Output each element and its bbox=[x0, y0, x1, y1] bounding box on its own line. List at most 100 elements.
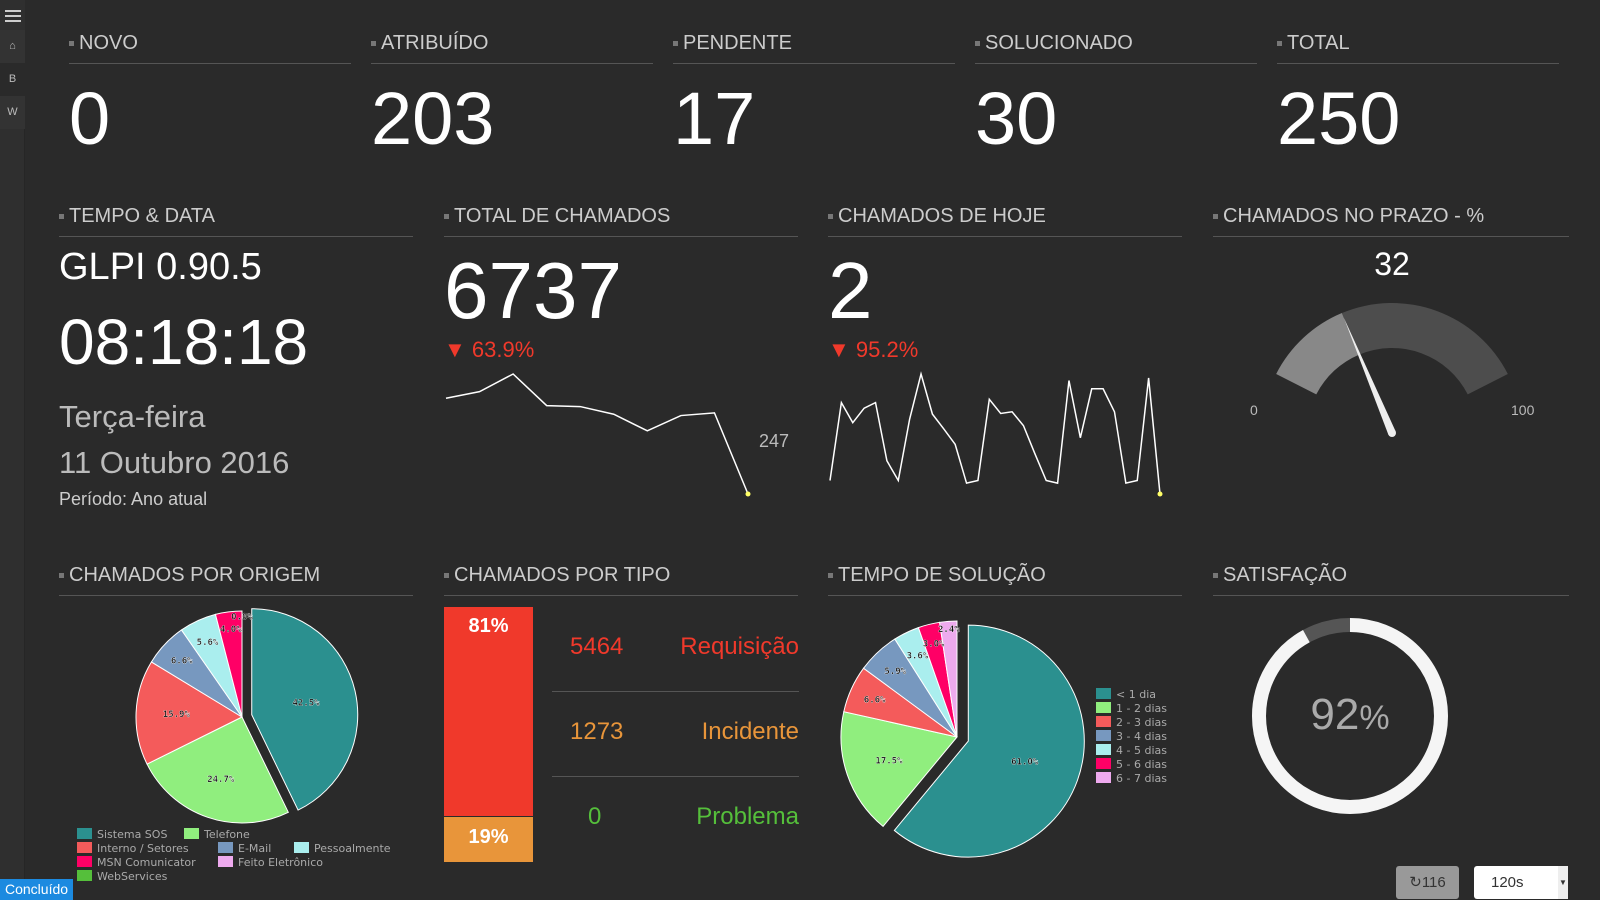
hoje-value: 2 bbox=[828, 246, 873, 335]
solucao-label: 3.0% bbox=[923, 639, 945, 649]
origem-label: 5.6% bbox=[197, 638, 219, 648]
origem-label: 4.0% bbox=[220, 625, 242, 635]
solucao-legend-item[interactable]: 3 - 4 dias bbox=[1096, 730, 1167, 743]
satisfacao-title: SATISFAÇÃO bbox=[1213, 564, 1569, 596]
solucao-label: 2.4% bbox=[938, 625, 960, 635]
origem-slice[interactable] bbox=[146, 716, 290, 824]
pendente-value: 17 bbox=[673, 77, 756, 160]
origem-legend-item[interactable]: Feito Eletrônico bbox=[218, 856, 323, 869]
solucao-legend-item[interactable]: 2 - 3 dias bbox=[1096, 716, 1167, 729]
solucao-label: 61.0% bbox=[1011, 757, 1039, 767]
hoje-change: ▼ 95.2% bbox=[828, 337, 919, 362]
refresh-button[interactable]: ↻116 bbox=[1396, 866, 1459, 899]
total-sparkline-last-point bbox=[745, 491, 751, 497]
prazo-gauge bbox=[1276, 303, 1508, 437]
origem-legend-item[interactable]: MSN Comunicator bbox=[77, 856, 196, 869]
solucao-label: 3.6% bbox=[907, 652, 929, 662]
origem-legend-item[interactable]: Telefone bbox=[184, 828, 250, 841]
solucao-slice[interactable] bbox=[893, 624, 1085, 858]
total-title: TOTAL bbox=[1277, 32, 1559, 64]
sparkline-label: 247 bbox=[759, 431, 790, 451]
home-icon[interactable]: ⌂ bbox=[0, 30, 25, 63]
legend-swatch bbox=[1096, 716, 1111, 727]
prazo-value: 32 bbox=[1374, 246, 1410, 282]
origem-slice[interactable] bbox=[251, 608, 359, 811]
legend-swatch bbox=[1096, 758, 1111, 769]
date: 11 Outubro 2016 bbox=[59, 445, 290, 480]
origem-legend-item[interactable]: Sistema SOS bbox=[77, 828, 167, 841]
origem-legend-item[interactable]: WebServices bbox=[77, 870, 167, 883]
legend-swatch bbox=[218, 856, 233, 867]
solucao-label: 17.5% bbox=[875, 756, 903, 766]
solucao-legend-item[interactable]: 5 - 6 dias bbox=[1096, 758, 1167, 771]
requisicao-bar: 81% bbox=[444, 607, 533, 816]
gauge-needle bbox=[1343, 317, 1396, 435]
atribuido-value: 203 bbox=[371, 77, 495, 160]
legend-swatch bbox=[77, 828, 92, 839]
gauge-fill bbox=[1276, 313, 1360, 395]
origem-slice[interactable] bbox=[214, 610, 243, 718]
arrow-down-icon: ▼ bbox=[444, 337, 466, 362]
legend-swatch bbox=[1096, 730, 1111, 741]
solucao-pie: 61.0% 17.5% 6.6% 5.9%3.6% 3.0% 2.4% bbox=[840, 620, 1085, 858]
legend-swatch bbox=[1096, 688, 1111, 699]
total-sparkline-line bbox=[445, 373, 749, 495]
satisfacao-donut bbox=[1252, 618, 1448, 814]
solucao-legend-item[interactable]: < 1 dia bbox=[1096, 688, 1156, 701]
legend-swatch bbox=[294, 842, 309, 853]
origem-label: 0.0% bbox=[231, 612, 253, 622]
origem-slice[interactable] bbox=[135, 661, 244, 765]
origem-label: 6.6% bbox=[171, 656, 193, 666]
solucao-legend-item[interactable]: 6 - 7 dias bbox=[1096, 772, 1167, 785]
solucao-slice[interactable] bbox=[840, 711, 958, 828]
origem-label: 24.7% bbox=[207, 775, 235, 785]
hoje-sparkline bbox=[829, 371, 1163, 497]
solucionado-title: SOLUCIONADO bbox=[975, 32, 1257, 64]
gauge-pivot bbox=[1388, 429, 1396, 437]
menu-icon[interactable] bbox=[0, 0, 25, 33]
solucao-legend-item[interactable]: 1 - 2 dias bbox=[1096, 702, 1167, 715]
gauge-max: 100 bbox=[1511, 402, 1535, 418]
legend-swatch bbox=[1096, 772, 1111, 783]
satisfacao-value: 92% bbox=[1310, 690, 1390, 739]
hoje-sparkline-line bbox=[829, 371, 1161, 495]
novo-value: 0 bbox=[69, 77, 111, 160]
interval-select[interactable]: 120s ▼ bbox=[1474, 866, 1568, 899]
gauge-track bbox=[1341, 303, 1508, 395]
origem-label: 42.5% bbox=[292, 698, 320, 708]
sidebar-item-w[interactable]: W bbox=[0, 96, 25, 129]
total-chamados-change: ▼ 63.9% bbox=[444, 337, 535, 362]
tipo-row-requisicao: 5464 Requisição bbox=[552, 607, 799, 692]
solucao-slice[interactable] bbox=[939, 620, 958, 738]
atribuido-title: ATRIBUÍDO bbox=[371, 32, 653, 64]
prazo-title: CHAMADOS NO PRAZO - % bbox=[1213, 205, 1569, 237]
pendente-title: PENDENTE bbox=[673, 32, 955, 64]
tipo-title: CHAMADOS POR TIPO bbox=[444, 564, 798, 596]
total-chamados-title: TOTAL DE CHAMADOS bbox=[444, 205, 798, 237]
origem-legend-item[interactable]: E-Mail bbox=[218, 842, 271, 855]
legend-swatch bbox=[1096, 744, 1111, 755]
total-value: 250 bbox=[1277, 77, 1401, 160]
solucao-label: 6.6% bbox=[864, 696, 886, 706]
solucionado-value: 30 bbox=[975, 77, 1058, 160]
legend-swatch bbox=[77, 870, 92, 881]
incidente-bar: 19% bbox=[444, 816, 533, 862]
legend-swatch bbox=[1096, 702, 1111, 713]
total-chamados-value: 6737 bbox=[444, 246, 622, 335]
hoje-sparkline-last-point bbox=[1157, 491, 1163, 497]
origem-label: 15.9% bbox=[163, 710, 191, 720]
solucao-legend-item[interactable]: 4 - 5 dias bbox=[1096, 744, 1167, 757]
origem-legend-item[interactable]: Interno / Setores bbox=[77, 842, 189, 855]
hoje-title: CHAMADOS DE HOJE bbox=[828, 205, 1182, 237]
tipo-row-incidente: 1273 Incidente bbox=[552, 692, 799, 777]
glpi-version: GLPI 0.90.5 bbox=[59, 246, 262, 288]
weekday: Terça-feira bbox=[59, 399, 206, 434]
status-bar: Concluído bbox=[0, 879, 74, 900]
sidebar-item-b[interactable]: B bbox=[0, 63, 25, 96]
origem-legend-item[interactable]: Pessoalmente bbox=[294, 842, 391, 855]
legend-swatch bbox=[184, 828, 199, 839]
solucao-title: TEMPO DE SOLUÇÃO bbox=[828, 564, 1182, 596]
donut-fill bbox=[1252, 618, 1448, 814]
sidebar: ⌂ B W bbox=[0, 0, 25, 900]
legend-swatch bbox=[77, 856, 92, 867]
